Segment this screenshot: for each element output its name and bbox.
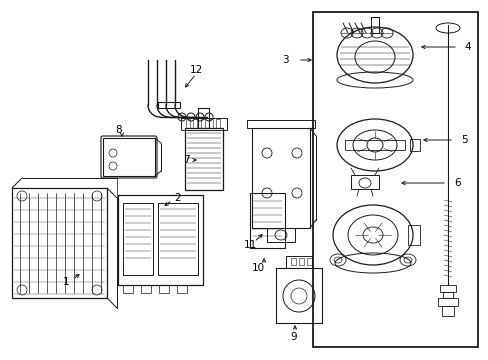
Bar	[285, 256, 311, 268]
Bar	[12, 188, 107, 298]
Bar	[370, 17, 378, 33]
Bar	[407, 225, 419, 245]
Bar	[290, 258, 295, 265]
Text: 4: 4	[464, 42, 470, 52]
Bar	[275, 268, 321, 323]
Bar	[181, 118, 226, 130]
Bar	[158, 102, 180, 108]
Bar	[158, 203, 198, 275]
Text: 1: 1	[62, 277, 69, 287]
Bar	[312, 12, 477, 347]
Bar	[306, 258, 311, 265]
Bar	[345, 140, 404, 150]
Bar	[350, 175, 378, 189]
Bar	[123, 203, 153, 275]
Text: 7: 7	[183, 155, 189, 165]
Bar	[409, 139, 419, 151]
Bar	[123, 285, 133, 293]
Bar	[298, 258, 304, 265]
Bar	[208, 119, 213, 128]
Text: 8: 8	[116, 125, 122, 135]
Text: 2: 2	[174, 193, 181, 203]
Bar	[216, 119, 220, 128]
Bar	[177, 285, 186, 293]
Text: 12: 12	[189, 65, 202, 75]
Bar	[246, 120, 314, 128]
Bar	[266, 228, 294, 242]
Text: 3: 3	[281, 55, 288, 65]
Text: 9: 9	[290, 332, 297, 342]
Bar	[437, 298, 457, 306]
Bar	[198, 108, 208, 128]
Bar	[118, 195, 203, 285]
Text: 6: 6	[454, 178, 460, 188]
Bar	[441, 306, 453, 316]
Bar	[442, 292, 452, 298]
Bar	[103, 138, 155, 176]
Text: 5: 5	[460, 135, 467, 145]
Bar	[141, 285, 151, 293]
Bar	[184, 128, 223, 190]
Bar	[249, 193, 285, 248]
Bar	[439, 285, 455, 292]
Bar	[251, 128, 309, 228]
Text: 11: 11	[243, 240, 256, 250]
Bar	[159, 285, 169, 293]
Bar	[193, 119, 197, 128]
Text: 10: 10	[251, 263, 264, 273]
Bar	[201, 119, 204, 128]
Bar	[185, 119, 190, 128]
